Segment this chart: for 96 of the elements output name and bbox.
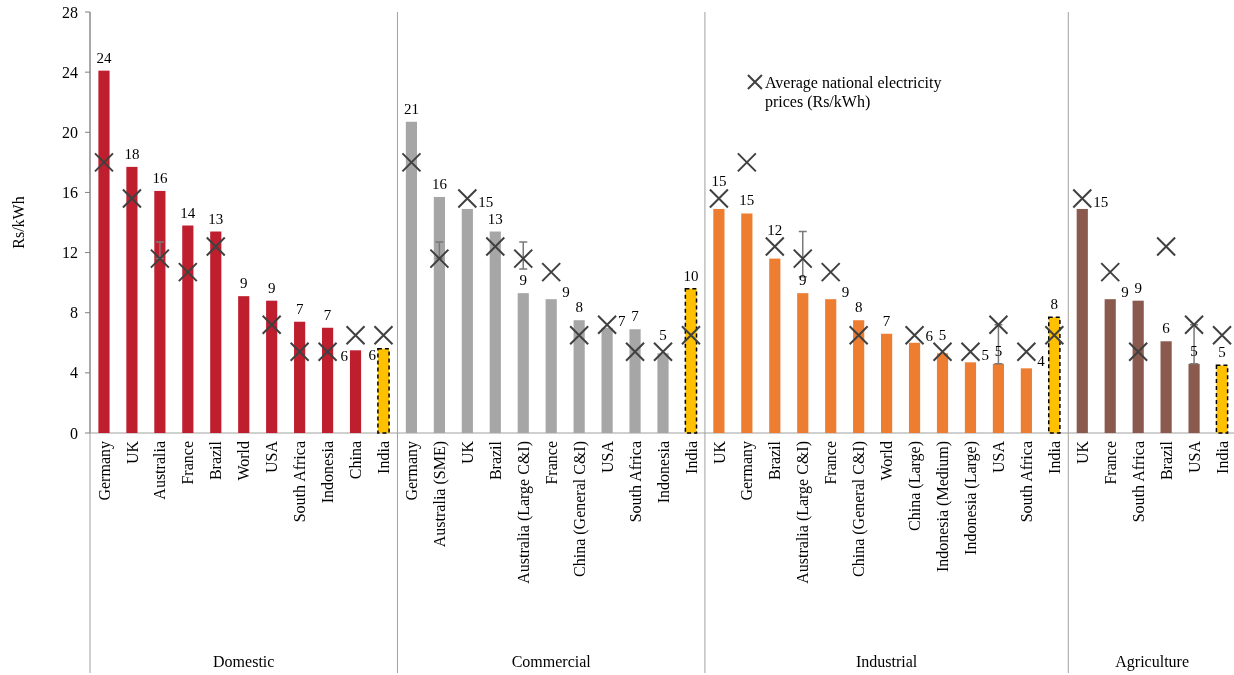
x-tick-label: Indonesia (Medium) [934,441,953,573]
data-label: 8 [1050,296,1059,313]
x-tick-label: USA [1185,440,1203,474]
legend-label: Average national electricity prices (Rs/kWh) [764,73,942,111]
x-tick-label: France [179,441,197,485]
data-label: 16 [152,169,168,186]
data-label: 5 [1218,344,1226,361]
x-tick-label: India [682,441,700,474]
y-tick-label: 28 [62,3,78,21]
x-tick-label: France [542,441,560,485]
data-label: 9 [267,279,276,296]
data-label: 7 [631,308,640,325]
data-label: 9 [239,275,248,292]
x-axis-title: Domestic [213,653,275,670]
data-label: 16 [431,175,448,192]
data-label: 5 [994,342,1003,359]
x-tick-label: Indonesia [319,441,337,504]
data-label: 7 [323,306,332,323]
x-tick-label: Germany [403,441,422,501]
x-tick-label: South Africa [626,441,644,523]
x-tick-label: China (General C&I) [570,441,589,577]
x-tick-label: India [375,441,393,474]
x-tick-label: Brazil [766,440,784,481]
y-tick-label: 0 [70,424,78,442]
data-label: 5 [1190,342,1198,359]
x-tick-label: World [235,441,253,481]
data-label: 6 [1162,320,1171,337]
data-label: 12 [767,221,783,238]
data-label: 5 [981,347,989,364]
x-tick-label: Germany [738,441,757,501]
data-label: 15 [1093,193,1109,210]
x-tick-label: Indonesia [654,441,672,504]
x-tick-label: UK [123,440,141,465]
data-label: 18 [124,145,140,162]
data-label: 4 [1037,353,1046,370]
x-tick-label: India [1045,441,1063,474]
data-label: 13 [208,210,224,227]
y-tick-label: 8 [70,304,78,322]
x-tick-label: UK [458,440,476,465]
data-label: 8 [575,299,583,316]
x-tick-label: South Africa [291,441,309,523]
data-label: 13 [487,210,503,227]
x-tick-label: China (General C&I) [850,441,869,577]
y-tick-label: 24 [62,63,78,81]
x-tick-label: Brazil [1157,440,1175,481]
x-tick-label: South Africa [1129,441,1147,523]
data-label: 7 [882,312,891,329]
x-axis-title: Industrial [855,653,918,670]
x-tick-label: Australia (Large C&I) [794,441,813,584]
x-tick-label: Australia (Large C&I) [514,441,533,584]
x-tick-label: UK [710,440,728,465]
x-tick-label: France [1101,441,1119,485]
x-tick-label: Brazil [486,440,504,481]
x-tick-label: Brazil [207,440,225,481]
x-tick-label: India [1213,441,1231,474]
x-tick-label: USA [263,440,281,474]
x-tick-label: China [347,441,365,480]
data-label: 9 [562,284,570,301]
x-tick-label: China (Large) [906,441,925,531]
data-label: 9 [1121,284,1129,301]
x-tick-label: Indonesia (Large) [962,441,981,555]
x-tick-label: Germany [95,441,114,501]
data-label: 7 [618,312,627,329]
data-label: 21 [403,100,419,117]
y-axis-title: Rs/kWh [10,196,27,249]
data-label: 14 [180,204,196,221]
data-label: 9 [519,272,527,289]
data-label: 9 [1134,279,1142,296]
data-label: 15 [711,173,727,190]
data-label: 6 [340,348,349,365]
data-label: 24 [96,49,112,66]
x-tick-label: UK [1073,440,1091,465]
data-label: 15 [739,192,755,209]
x-tick-label: USA [598,440,616,474]
data-label: 9 [799,272,807,289]
data-label: 15 [478,193,494,210]
data-label: 6 [925,327,934,344]
y-tick-label: 12 [62,244,78,262]
data-label: 8 [854,299,863,316]
data-label: 10 [683,267,699,284]
data-label: 5 [659,326,667,343]
x-tick-label: Australia (SME) [430,441,449,548]
x-axis-title: Agriculture [1115,653,1190,671]
y-tick-label: 20 [62,123,78,141]
x-tick-label: World [878,441,896,481]
y-tick-label: 16 [62,184,78,202]
data-label: 7 [295,300,304,317]
x-tick-label: France [822,441,840,485]
x-tick-label: South Africa [1017,441,1035,523]
data-label: 5 [938,326,947,343]
data-label: 9 [841,284,850,301]
x-axis-title: Commercial [511,653,592,670]
x-tick-label: Australia [151,441,169,500]
y-tick-label: 4 [70,364,78,382]
x-tick-label: USA [990,440,1008,474]
data-label: 6 [368,346,377,363]
